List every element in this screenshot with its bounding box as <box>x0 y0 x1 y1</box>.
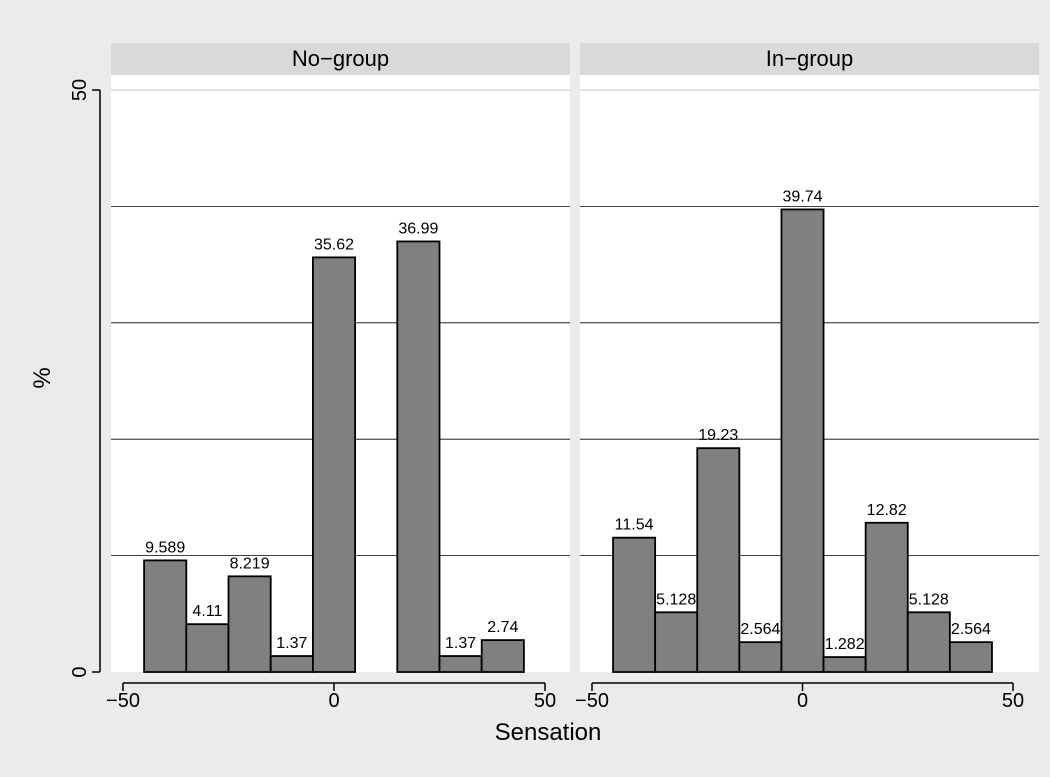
bar <box>822 656 867 673</box>
bar <box>311 256 356 673</box>
bar <box>143 559 188 673</box>
bar-value-label: 36.99 <box>398 220 438 237</box>
x-tick-label: −50 <box>106 690 140 712</box>
bar <box>780 208 825 673</box>
bar-value-label: 12.82 <box>867 502 907 519</box>
y-tick-label: 50 <box>69 79 91 101</box>
bar <box>738 641 783 673</box>
bar-value-label: 19.23 <box>698 427 738 444</box>
bar-value-label: 5.128 <box>909 591 949 608</box>
panel-title: No−group <box>292 46 389 71</box>
panel-strip <box>580 43 1039 75</box>
panel-strip <box>111 43 570 75</box>
bar <box>438 655 483 673</box>
panel-title: In−group <box>766 46 853 71</box>
bar <box>696 447 741 673</box>
bar <box>864 521 909 673</box>
bar-value-label: 2.564 <box>740 621 780 638</box>
bar <box>654 611 699 673</box>
panels: No−group 9.589 4.11 8.219 1.37 35.62 36.99 1.37… <box>69 43 1039 712</box>
y-tick-label: 0 <box>69 666 91 677</box>
bar <box>612 536 657 673</box>
bar-value-label: 1.282 <box>825 636 865 653</box>
bar-value-label: 35.62 <box>314 236 354 253</box>
bar <box>948 641 993 673</box>
x-axis-title: Sensation <box>495 719 602 746</box>
bar <box>480 639 525 673</box>
bar <box>227 575 272 673</box>
x-tick-label: 50 <box>534 690 556 712</box>
panel-1: No−group 9.589 4.11 8.219 1.37 35.62 36.99 1.37… <box>69 43 570 712</box>
bar <box>185 623 230 673</box>
bar-value-label: 39.74 <box>782 188 822 205</box>
bar-value-label: 8.219 <box>230 555 270 572</box>
x-tick-label: 0 <box>797 690 808 712</box>
panel-2: In−group 11.54 5.128 19.23 2.564 39.74 1.282 12… <box>575 43 1039 712</box>
bar-value-label: 5.128 <box>656 591 696 608</box>
bar-value-label: 1.37 <box>276 635 307 652</box>
bar-value-label: 1.37 <box>445 635 476 652</box>
bar <box>906 611 951 673</box>
bar-value-label: 11.54 <box>615 517 654 534</box>
bar-value-label: 4.11 <box>192 603 222 620</box>
bar-value-label: 2.74 <box>487 619 518 636</box>
bar-value-label: 9.589 <box>145 539 185 556</box>
bar <box>269 655 314 673</box>
y-axis-title: % <box>29 367 56 388</box>
bar <box>396 240 441 673</box>
bar-value-label: 2.564 <box>951 621 991 638</box>
x-tick-label: −50 <box>575 690 609 712</box>
x-tick-label: 50 <box>1002 690 1024 712</box>
x-tick-label: 0 <box>328 690 339 712</box>
